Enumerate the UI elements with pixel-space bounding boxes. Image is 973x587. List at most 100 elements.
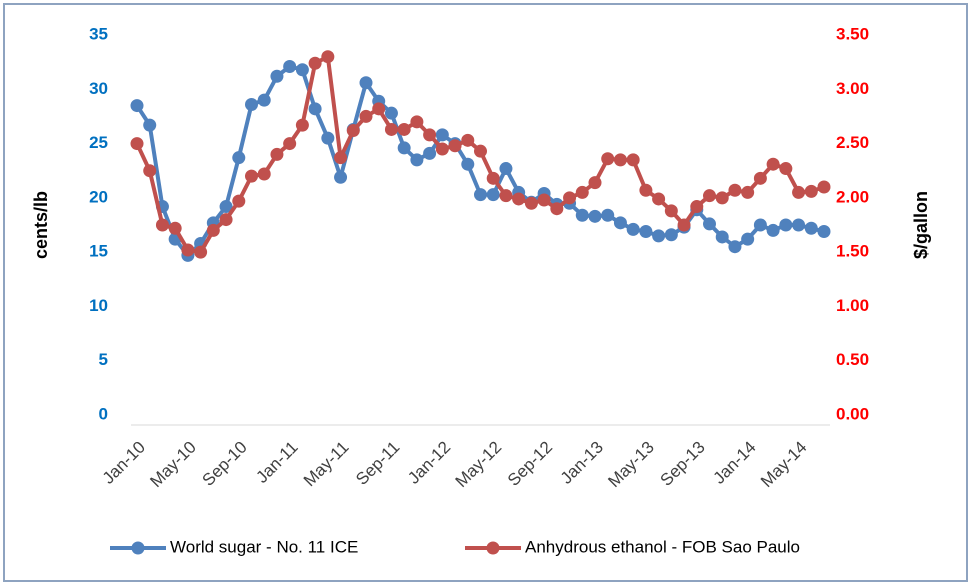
data-point [766,157,780,171]
data-point [359,109,373,123]
data-point [245,169,258,183]
data-point [804,221,818,235]
data-point [130,99,144,113]
data-point [575,208,589,222]
data-point [588,176,602,190]
data-point [474,188,487,202]
data-point [728,240,742,254]
data-point [677,218,691,232]
data-point [512,192,526,206]
data-point [181,243,195,257]
data-point [435,128,449,142]
data-point [652,192,666,206]
data-point [155,218,169,232]
data-point [741,232,755,246]
y-tick-label: 15 [89,242,108,261]
data-point [792,218,806,232]
data-point [384,122,398,136]
data-point [219,200,233,214]
data-point [257,167,271,181]
data-point [130,137,144,151]
data-point [461,133,475,147]
data-point [563,191,577,205]
data-point [245,97,258,111]
data-point [206,223,220,237]
data-point [664,228,678,242]
data-point [626,153,640,167]
data-point [283,137,297,151]
y2-tick-label: 2.00 [836,187,869,206]
data-point [219,213,233,227]
y-tick-label: 25 [89,133,108,152]
data-point [372,102,386,116]
data-point [308,56,322,70]
y-tick-label: 20 [89,187,108,206]
data-point [232,194,246,208]
y2-tick-label: 1.00 [836,296,869,315]
y2-axis-title: $/gallon [911,191,931,259]
data-point [461,157,475,171]
y-tick-label: 0 [99,404,108,423]
data-point [486,188,500,202]
data-point [690,200,704,214]
data-point [410,153,424,167]
y2-tick-label: 3.50 [836,24,869,43]
data-point [435,142,449,156]
legend-marker [486,541,500,555]
data-point [270,69,284,83]
data-point [550,202,564,216]
data-point [194,245,208,259]
data-point [486,171,500,185]
data-point [766,223,780,237]
data-point [741,185,755,199]
y2-tick-label: 3.00 [836,79,869,98]
y-tick-label: 10 [89,296,108,315]
data-point [499,189,513,203]
data-point [652,229,666,243]
data-point [359,76,373,90]
data-point [346,124,360,138]
data-point [639,183,653,197]
data-point [448,139,462,153]
data-point [601,152,615,166]
y2-tick-label: 1.50 [836,242,869,261]
data-point [423,128,437,142]
data-point [474,144,487,158]
data-point [779,162,793,176]
data-point [384,106,398,120]
data-point [779,218,793,232]
data-point [232,151,246,165]
data-point [524,196,538,210]
data-point [295,118,309,132]
data-point [703,189,716,203]
data-point [499,162,513,176]
data-point [270,147,284,161]
y-axis-title: cents/lb [31,191,51,259]
data-point [575,185,589,199]
data-point [334,151,348,165]
data-point [168,221,182,235]
data-point [257,93,271,107]
data-point [601,208,615,222]
data-point [588,209,602,223]
data-point [613,216,627,230]
data-point [295,63,309,77]
data-point [753,171,767,185]
data-point [613,153,627,167]
y2-tick-label: 2.50 [836,133,869,152]
data-point [321,50,335,64]
data-point [804,184,818,198]
chart-border [3,3,968,582]
data-point [817,225,831,239]
y-tick-label: 35 [89,24,108,43]
data-point [626,222,640,236]
data-point [143,164,157,178]
legend-label: World sugar - No. 11 ICE [170,537,358,556]
data-point [703,217,716,231]
data-point [753,218,767,232]
legend-label: Anhydrous ethanol - FOB Sao Paulo [525,537,800,556]
data-point [423,146,437,160]
data-point [334,170,348,184]
